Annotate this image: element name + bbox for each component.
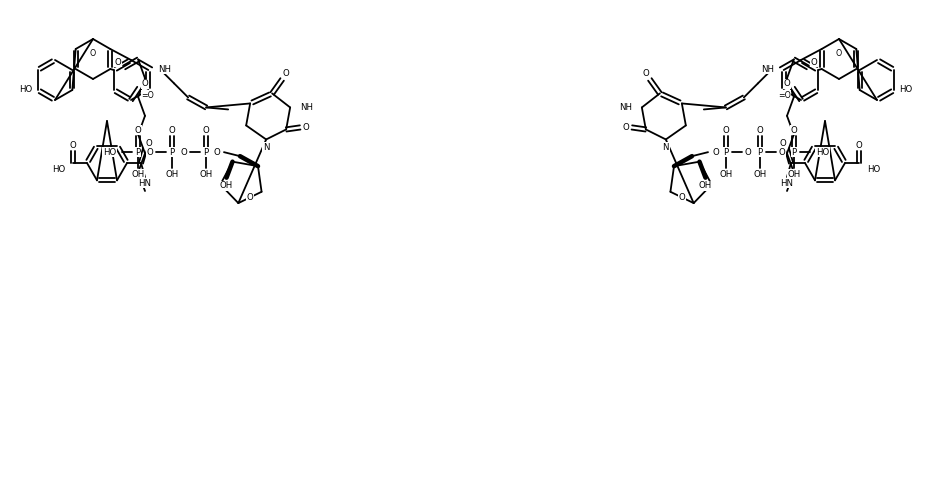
Text: NH: NH (619, 103, 632, 112)
Text: NH: NH (761, 65, 774, 74)
Text: HN: HN (780, 179, 793, 187)
Text: HO: HO (899, 85, 912, 95)
Text: HO: HO (816, 148, 829, 157)
Text: OH: OH (699, 181, 712, 190)
Text: HN: HN (139, 179, 152, 187)
Text: OH: OH (131, 170, 144, 179)
Text: OH: OH (220, 181, 233, 190)
Text: O: O (115, 58, 121, 67)
Text: OH: OH (199, 170, 212, 179)
Text: O: O (780, 138, 787, 147)
Text: O: O (722, 125, 730, 134)
Text: O: O (89, 50, 96, 59)
Text: P: P (170, 148, 174, 157)
Text: O: O (790, 125, 798, 134)
Text: OH: OH (753, 170, 767, 179)
Text: OH: OH (720, 170, 733, 179)
Text: O: O (142, 79, 148, 88)
Text: O: O (145, 138, 152, 147)
Text: O: O (202, 125, 210, 134)
Text: O: O (181, 148, 187, 157)
Text: O: O (836, 50, 843, 59)
Text: O: O (757, 125, 763, 134)
Text: HO: HO (867, 165, 880, 174)
Text: N: N (663, 143, 669, 152)
Text: O: O (146, 148, 154, 157)
Text: HO: HO (103, 148, 116, 157)
Text: O: O (778, 148, 786, 157)
Text: HO: HO (52, 165, 65, 174)
Text: OH: OH (165, 170, 179, 179)
Text: O: O (712, 148, 719, 157)
Text: O: O (213, 148, 220, 157)
Text: =O: =O (141, 90, 154, 100)
Text: O: O (784, 79, 790, 88)
Text: O: O (134, 125, 142, 134)
Text: P: P (135, 148, 141, 157)
Text: NH: NH (158, 65, 171, 74)
Text: O: O (745, 148, 751, 157)
Text: NH: NH (300, 103, 313, 112)
Text: O: O (642, 69, 650, 78)
Text: OH: OH (788, 170, 801, 179)
Text: O: O (856, 140, 862, 149)
Text: P: P (758, 148, 762, 157)
Text: O: O (303, 123, 309, 132)
Text: O: O (678, 193, 685, 202)
Text: O: O (811, 58, 817, 67)
Text: P: P (203, 148, 209, 157)
Text: O: O (169, 125, 175, 134)
Text: O: O (247, 193, 254, 202)
Text: =O: =O (778, 90, 791, 100)
Text: O: O (70, 140, 76, 149)
Text: HO: HO (20, 85, 33, 95)
Text: O: O (623, 123, 629, 132)
Text: P: P (791, 148, 797, 157)
Text: P: P (723, 148, 729, 157)
Text: N: N (263, 143, 269, 152)
Text: O: O (282, 69, 290, 78)
